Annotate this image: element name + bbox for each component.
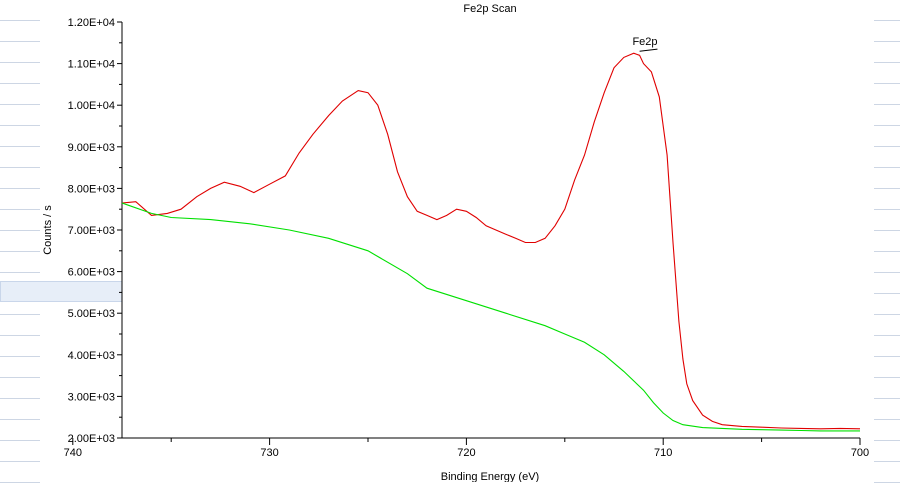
x-tick-label: 710: [654, 447, 672, 459]
spectrum-line: [121, 52, 861, 430]
y-axis-title: Counts / s: [42, 205, 54, 255]
x-tick-label: 740: [64, 447, 82, 459]
y-tick-label: 5.00E+03: [68, 308, 115, 320]
x-axis-title: Binding Energy (eV): [441, 471, 539, 482]
y-tick-label: 2.00E+03: [68, 433, 115, 445]
annotation-layer: Fe2p: [632, 36, 658, 52]
plot-background: [122, 22, 860, 438]
y-tick-label: 1.10E+04: [68, 59, 115, 71]
y-tick-label: 1.20E+04: [68, 17, 115, 29]
y-tick-label: 8.00E+03: [68, 183, 115, 195]
y-tick-label: 9.00E+03: [68, 142, 115, 154]
y-tick-label: 6.00E+03: [68, 267, 115, 279]
y-tick-label: 1.00E+04: [68, 100, 115, 112]
background-ruling-right: [874, 0, 900, 483]
y-tick-label: 3.00E+03: [68, 391, 115, 403]
y-tick-label: 7.00E+03: [68, 225, 115, 237]
chart-title: Fe2p Scan: [463, 3, 516, 15]
x-tick-label: 720: [457, 447, 475, 459]
axes: 2.00E+03 3.00E+03 4.00E+03 5.00E+03 6.00E+03…: [64, 17, 870, 459]
background-line: [121, 202, 860, 432]
x-tick-label: 730: [260, 447, 278, 459]
y-tick-label: 4.00E+03: [68, 350, 115, 362]
series-layer: [121, 52, 861, 432]
x-tick-label: 700: [851, 447, 869, 459]
annotation-leader: [639, 48, 658, 52]
peak-annotation-label: Fe2p: [632, 36, 657, 48]
